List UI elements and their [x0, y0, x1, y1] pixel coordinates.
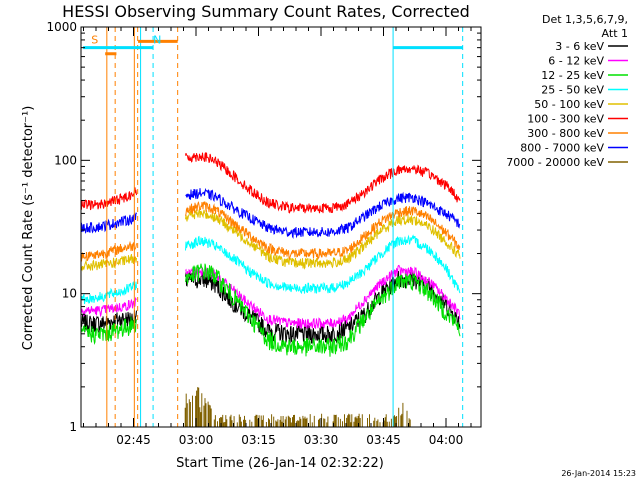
x-tick-label: 02:45 — [116, 433, 151, 447]
y-tick-label: 10 — [62, 287, 77, 301]
legend-label: 800 - 7000 keV — [520, 142, 604, 155]
series-300-800-kev — [81, 201, 461, 262]
y-tick-label: 100 — [54, 153, 77, 167]
legend: Det 1,3,5,6,7,9,Att 13 - 6 keV 6 - 12 keV… — [506, 13, 628, 169]
plot-frame — [80, 26, 482, 428]
legend-label: 6 - 12 keV — [548, 55, 604, 68]
series-3-6-kev — [81, 270, 461, 344]
series-7000-20000-kev — [184, 387, 411, 427]
flag-label-0: S — [91, 34, 98, 47]
legend-label: 100 - 300 keV — [527, 113, 604, 126]
x-tick-label: 04:00 — [429, 433, 464, 447]
legend-label: 300 - 800 keV — [527, 127, 604, 140]
legend-label: 3 - 6 keV — [555, 40, 604, 53]
x-tick-label: 03:30 — [304, 433, 339, 447]
y-tick-label: 1 — [69, 420, 77, 434]
legend-header: Att 1 — [602, 27, 628, 40]
legend-label: 50 - 100 keV — [534, 98, 604, 111]
x-tick-label: 03:45 — [366, 433, 401, 447]
x-tick-label: 03:00 — [179, 433, 214, 447]
legend-label: 7000 - 20000 keV — [506, 156, 604, 169]
axis-ticks: 1 10 100 1000 02:45 03:00 03:15 03:30 03:45 04:00 — [46, 20, 481, 447]
x-axis-label: Start Time (26-Jan-14 02:32:22) — [176, 456, 384, 471]
flag-label-1: N — [153, 34, 161, 47]
y-axis-label: Corrected Count Rate (s⁻¹ detector⁻¹) — [21, 106, 36, 351]
legend-label: 25 - 50 keV — [541, 84, 604, 97]
series-25-50-kev — [81, 234, 461, 305]
series-800-7000-kev — [81, 187, 461, 239]
y-tick-label: 1000 — [46, 20, 77, 34]
series-100-300-kev — [81, 152, 461, 214]
legend-label: 12 - 25 keV — [541, 69, 604, 82]
chart-title: HESSI Observing Summary Count Rates, Cor… — [62, 2, 470, 21]
x-tick-label: 03:15 — [241, 433, 276, 447]
series-12-25-kev — [81, 263, 461, 357]
timestamp-label: 26-Jan-2014 15:23 — [561, 469, 636, 478]
legend-header: Det 1,3,5,6,7,9, — [542, 13, 628, 26]
